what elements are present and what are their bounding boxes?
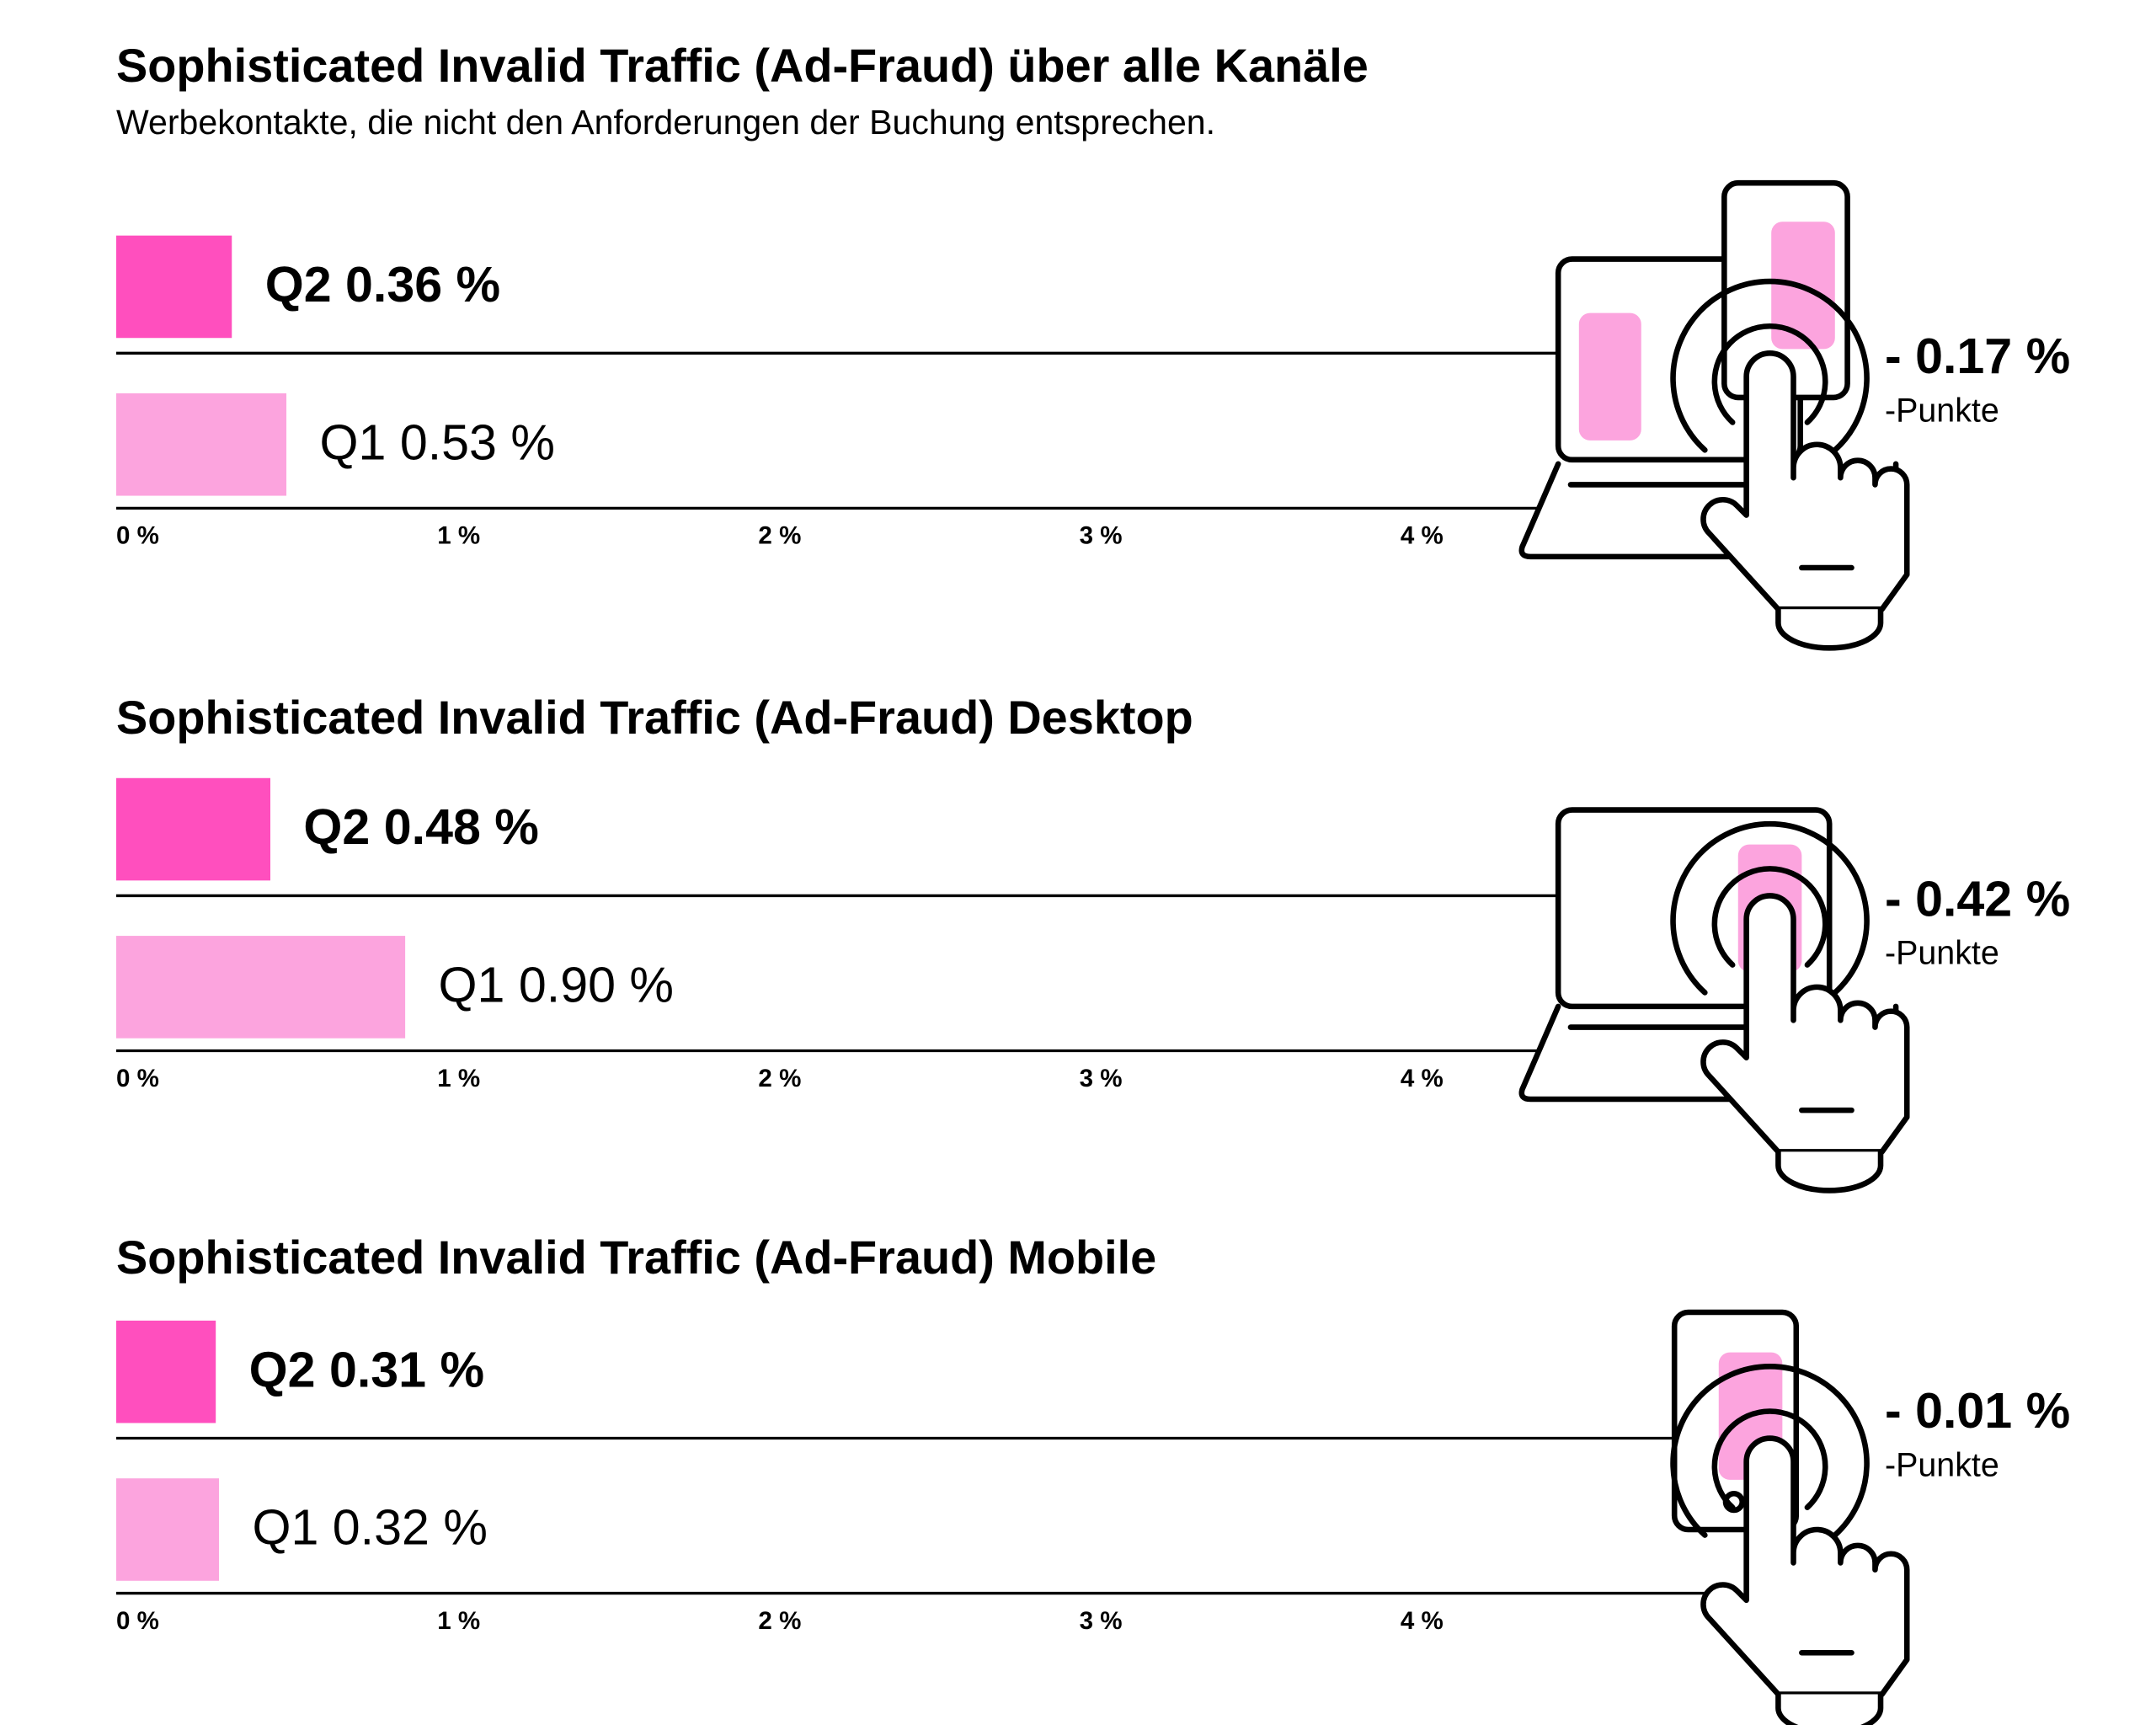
signal-outer [1670,1364,1870,1538]
bar [116,777,271,881]
category-label: Q1 [439,956,505,1012]
hand [1700,893,1910,1155]
value-text: 0.48 % [384,798,539,855]
change-value: - 0.42 % [1885,870,2070,927]
change-value: - 0.17 % [1885,328,2070,384]
device-icon [1670,1309,1910,1725]
x-tick-label: 4 % [1401,522,1444,550]
signal-inner [1711,866,1828,968]
x-tick-label: 1 % [437,1065,480,1092]
x-tick-label: 0 % [116,1065,159,1092]
value-label: Q1 0.32 % [252,1498,487,1555]
bar [116,1478,220,1581]
change-unit: -Punkte [1885,1446,1999,1483]
x-tick-label: 0 % [116,522,159,550]
cuff [1775,606,1884,651]
value-label: Q1 0.90 % [439,956,674,1012]
chart-title: Sophisticated Invalid Traffic (Ad-Fraud)… [116,39,1369,92]
screen-ad [1578,312,1641,441]
change-unit: -Punkte [1885,935,1999,972]
value-label: Q2 0.36 % [265,256,500,312]
change-value: - 0.01 % [1885,1382,2070,1439]
signal-outer [1670,278,1870,453]
chart-title: Sophisticated Invalid Traffic (Ad-Fraud)… [116,691,1193,744]
x-tick-label: 2 % [758,1607,801,1635]
bar [116,936,406,1039]
bar [116,393,287,496]
value-text: 0.53 % [400,414,555,470]
bar [116,1320,216,1423]
cuff [1775,1149,1884,1194]
signal-inner [1711,1408,1828,1510]
value-label: Q2 0.31 % [249,1341,484,1397]
signal-outer [1670,820,1870,996]
category-label: Q1 [319,414,386,470]
x-tick-label: 1 % [437,522,480,550]
device-icon [1518,807,1910,1194]
device-icon [1518,179,1910,651]
value-text: 0.90 % [519,956,674,1012]
value-text: 0.32 % [333,1498,488,1555]
cuff [1775,1691,1884,1725]
value-label: Q1 0.53 % [319,414,554,470]
x-tick-label: 4 % [1401,1607,1444,1635]
change-unit: -Punkte [1885,392,1999,429]
hand [1700,350,1910,612]
value-text: 0.31 % [329,1341,484,1397]
x-tick-label: 3 % [1080,522,1123,550]
signal-inner [1711,323,1828,425]
hand [1700,1435,1910,1697]
value-text: 0.36 % [345,256,500,312]
x-tick-label: 2 % [758,522,801,550]
x-tick-label: 4 % [1401,1065,1444,1092]
chart-title: Sophisticated Invalid Traffic (Ad-Fraud)… [116,1231,1156,1284]
x-tick-label: 3 % [1080,1065,1123,1092]
x-tick-label: 0 % [116,1607,159,1635]
category-label: Q1 [252,1498,318,1555]
chart-subtitle: Werbekontakte, die nicht den Anforderung… [116,103,1215,142]
x-tick-label: 1 % [437,1607,480,1635]
x-tick-label: 3 % [1080,1607,1123,1635]
value-label: Q2 0.48 % [303,798,538,855]
bar [116,235,232,339]
category-label: Q2 [303,798,370,855]
category-label: Q2 [265,256,332,312]
category-label: Q2 [249,1341,316,1397]
x-tick-label: 2 % [758,1065,801,1092]
